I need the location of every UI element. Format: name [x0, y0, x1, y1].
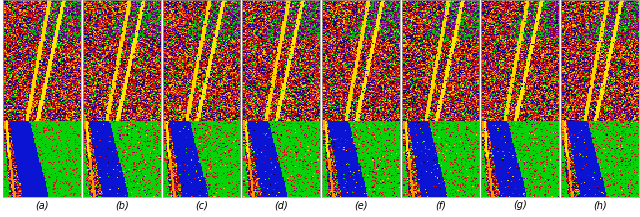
X-axis label: (b): (b) — [115, 200, 129, 210]
X-axis label: (d): (d) — [275, 200, 288, 210]
X-axis label: (c): (c) — [195, 200, 208, 210]
X-axis label: (h): (h) — [593, 200, 607, 210]
X-axis label: (a): (a) — [35, 200, 49, 210]
X-axis label: (e): (e) — [354, 200, 367, 210]
X-axis label: (f): (f) — [435, 200, 446, 210]
X-axis label: (g): (g) — [513, 200, 527, 210]
